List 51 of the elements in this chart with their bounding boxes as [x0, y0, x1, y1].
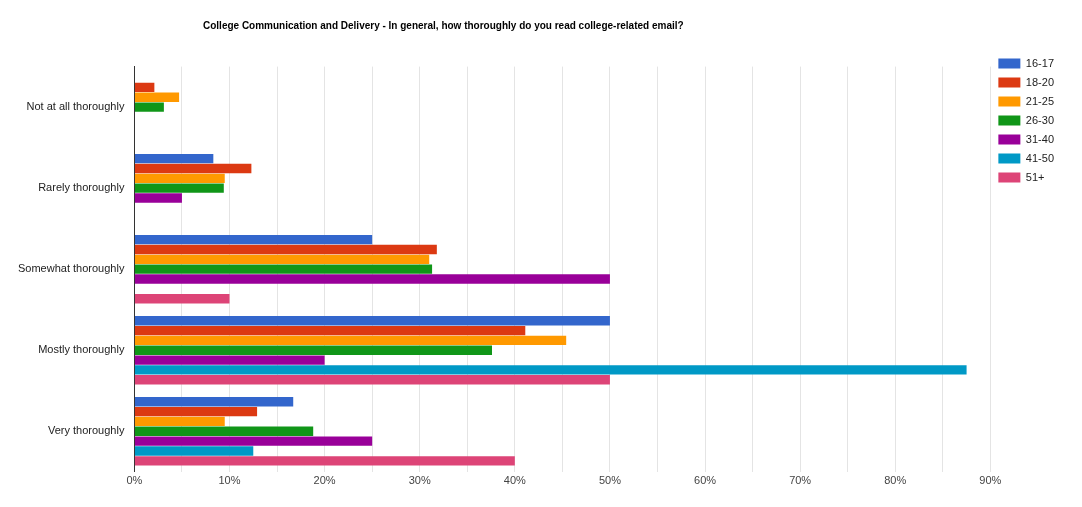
x-tick-label: 80% — [884, 474, 907, 487]
bar — [134, 365, 967, 375]
x-tick-label: 70% — [789, 474, 812, 487]
x-tick-label: 50% — [598, 474, 622, 487]
legend-label: 18-20 — [1025, 75, 1055, 88]
bar — [134, 235, 373, 245]
bar — [134, 397, 294, 407]
bar — [134, 254, 430, 265]
x-tick-label: 90% — [979, 474, 1002, 487]
bar — [134, 355, 325, 365]
bar — [134, 345, 492, 355]
bar — [134, 325, 526, 336]
x-tick-label: 40% — [503, 474, 527, 487]
legend-label: 21-25 — [1025, 94, 1055, 107]
x-tick-label: 20% — [313, 474, 336, 487]
bar — [134, 294, 230, 304]
bar — [134, 456, 515, 466]
bar — [134, 264, 433, 274]
bar — [134, 436, 373, 446]
legend-label: 41-50 — [1025, 151, 1055, 164]
bar — [134, 274, 610, 284]
y-tick-label: Rarely thoroughly — [38, 181, 125, 194]
bar — [134, 102, 164, 112]
bar — [134, 446, 254, 456]
bar — [134, 183, 224, 193]
legend-label: 16-17 — [1025, 56, 1055, 69]
bar — [134, 244, 437, 255]
chart-title: College Communication and Delivery - In general, how thoroughly do you read college-related email? — [203, 19, 685, 33]
bar — [134, 163, 252, 174]
y-tick-label: Mostly thoroughly — [38, 343, 125, 356]
x-tick-label: 30% — [408, 474, 431, 487]
y-tick-label: Somewhat thoroughly — [17, 262, 125, 275]
x-tick-label: 0% — [126, 474, 143, 487]
bar — [134, 316, 610, 326]
bar — [134, 406, 258, 417]
x-tick-label: 10% — [218, 474, 241, 487]
bar — [134, 92, 180, 102]
bar — [134, 82, 155, 93]
bar — [134, 375, 610, 385]
legend-label: 51+ — [1025, 170, 1045, 183]
bar — [134, 416, 225, 427]
bar — [134, 173, 225, 183]
y-tick-label: Very thoroughly — [47, 424, 125, 437]
bar — [134, 335, 567, 346]
bar — [134, 426, 314, 436]
legend-label: 31-40 — [1025, 132, 1055, 145]
bar — [134, 153, 214, 164]
x-tick-label: 60% — [694, 474, 717, 487]
bar — [134, 193, 182, 203]
y-tick-label: Not at all thoroughly — [26, 100, 125, 113]
legend-label: 26-30 — [1025, 113, 1055, 126]
